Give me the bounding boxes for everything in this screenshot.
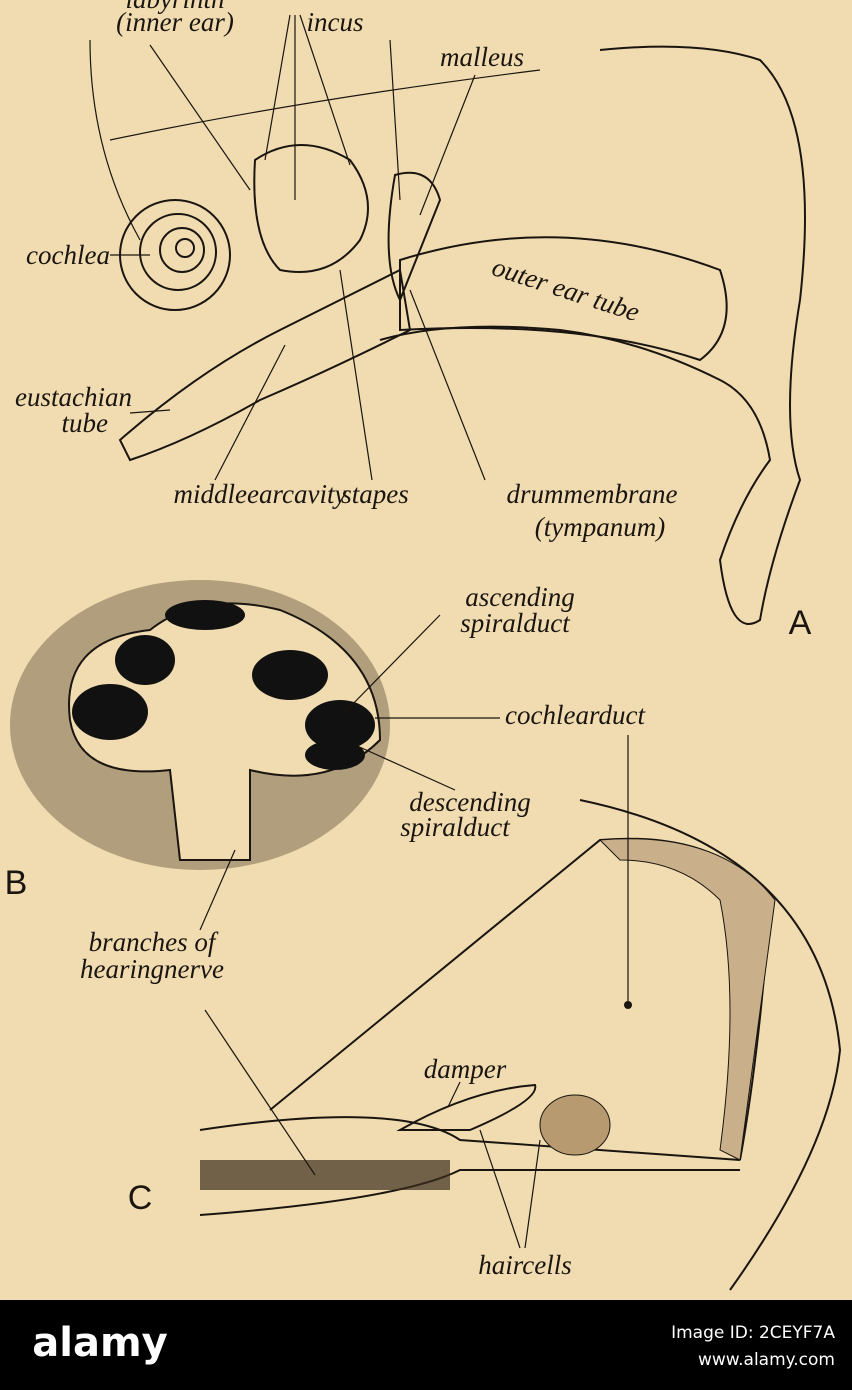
panel-letter: A — [789, 604, 812, 642]
label: middleearcavity — [174, 479, 347, 509]
label: spiralduct — [400, 812, 511, 842]
label: descending — [409, 787, 530, 817]
label: cochlearduct — [505, 700, 646, 730]
label: spiralduct — [460, 608, 571, 638]
label: haircells — [478, 1250, 572, 1280]
label: labyrinth — [126, 0, 225, 14]
label: malleus — [440, 42, 524, 72]
label: branches of — [89, 927, 219, 957]
url: www.alamy.com — [698, 1350, 835, 1370]
brand: alamy — [32, 1320, 167, 1366]
label: incus — [307, 7, 364, 37]
image-id: Image ID: 2CEYF7A — [671, 1323, 835, 1343]
drawing-b — [10, 580, 500, 931]
labels: labyrinth(inner ear) incus malleus cochlea e… — [5, 0, 812, 1280]
label: drummembrane — [507, 479, 678, 509]
label: ascending — [465, 582, 574, 612]
label: stapes — [341, 479, 409, 509]
label: damper — [424, 1054, 507, 1084]
footer-bar — [0, 1300, 852, 1390]
label: tube — [62, 408, 109, 438]
panel-letter: C — [128, 1179, 153, 1217]
drawing-a — [89, 14, 806, 625]
panel-letter: B — [5, 864, 28, 902]
label: (inner ear) — [116, 7, 234, 37]
label: (tympanum) — [535, 512, 665, 542]
label: cochlea — [26, 240, 110, 270]
label: eustachian — [15, 382, 132, 412]
drawing-c — [199, 735, 842, 1291]
label: hearingnerve — [80, 954, 224, 984]
